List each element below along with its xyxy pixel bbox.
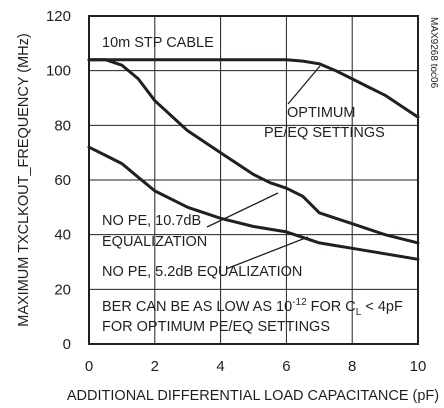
- annotation-cable: 10m STP CABLE: [102, 35, 214, 51]
- x-axis-title: ADDITIONAL DIFFERENTIAL LOAD CAPACITANCE…: [67, 388, 439, 404]
- annotation-pointers: [206, 65, 321, 270]
- grid-lines: [88, 15, 419, 345]
- y-tick-label: 100: [46, 63, 71, 80]
- x-tick-labels: 0 2 4 6 8 10: [85, 358, 427, 375]
- x-tick-label: 10: [410, 358, 427, 375]
- annotation-ber-line1: BER CAN BE AS LOW AS 10-12 FOR CL < 4pF: [102, 297, 403, 318]
- figure-id: MAX9268 toc06: [428, 17, 439, 89]
- ber-text-c: < 4pF: [361, 299, 403, 315]
- y-tick-label: 80: [54, 117, 71, 134]
- series-lines: [87, 58, 420, 261]
- series-line-2: [87, 58, 420, 245]
- x-tick-label: 4: [216, 358, 224, 375]
- annotation-nope52: NO PE, 5.2dB EQUALIZATION: [102, 264, 302, 280]
- y-tick-label: 120: [46, 8, 71, 25]
- annotation-optimum-line2: PE/EQ SETTINGS: [264, 125, 385, 141]
- series-line-1: [87, 58, 420, 119]
- annotation-nope107-line1: NO PE, 10.7dB: [102, 213, 201, 229]
- pointer-line-3: [225, 236, 309, 270]
- series-line-3: [87, 145, 420, 261]
- annotation-ber-line2: FOR OPTIMUM PE/EQ SETTINGS: [102, 319, 330, 335]
- pointer-line-2: [206, 192, 279, 228]
- plot-frame: [88, 15, 419, 345]
- y-tick-labels: 0 20 40 60 80 100 120: [46, 8, 71, 353]
- ber-exponent: -12: [292, 297, 307, 308]
- x-tick-label: 0: [85, 358, 93, 375]
- x-tick-label: 2: [151, 358, 159, 375]
- y-tick-label: 0: [63, 336, 71, 353]
- annotation-optimum-line1: OPTIMUM: [287, 105, 355, 121]
- y-axis-title: MAXIMUM TXCLKOUT_FREQUENCY (MHz): [16, 33, 32, 327]
- x-tick-label: 6: [282, 358, 290, 375]
- pointer-line-1: [287, 65, 321, 105]
- ber-text-b: FOR C: [307, 299, 356, 315]
- annotation-nope107-line2: EQUALIZATION: [102, 234, 207, 250]
- y-tick-label: 20: [54, 281, 71, 298]
- y-tick-label: 40: [54, 227, 71, 244]
- y-tick-label: 60: [54, 172, 71, 189]
- ber-text-a: BER CAN BE AS LOW AS 10: [102, 299, 292, 315]
- x-tick-label: 8: [348, 358, 356, 375]
- ber-subscript: L: [356, 307, 362, 318]
